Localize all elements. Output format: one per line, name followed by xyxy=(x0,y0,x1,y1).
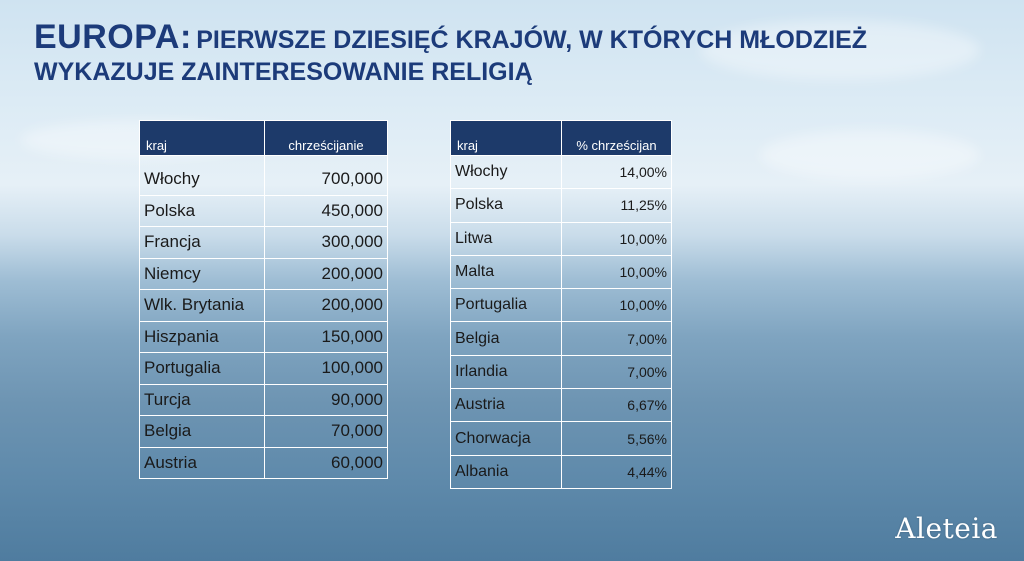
value-cell: 700,000 xyxy=(264,155,388,196)
country-cell: Chorwacja xyxy=(450,421,562,456)
value-cell: 10,00% xyxy=(561,221,672,256)
table-row: Irlandia 7,00% xyxy=(450,354,672,390)
country-cell: Niemcy xyxy=(139,257,265,290)
country-cell: Polska xyxy=(139,194,265,227)
table-body: Włochy 14,00% Polska 11,25% Litwa 10,00% Malta… xyxy=(450,154,672,489)
value-cell: 4,44% xyxy=(561,454,672,489)
column-header: kraj xyxy=(139,120,265,156)
page-title: EUROPA: PIERWSZE DZIESIĘĆ KRAJÓW, W KTÓR… xyxy=(34,20,867,85)
country-cell: Malta xyxy=(450,254,562,290)
country-cell: Irlandia xyxy=(450,354,562,390)
table-row: Austria 6,67% xyxy=(450,388,672,423)
value-cell: 300,000 xyxy=(264,226,388,259)
column-header: % chrześcijan xyxy=(561,120,672,156)
column-header: chrześcijanie xyxy=(264,120,388,156)
table-row: Litwa 10,00% xyxy=(450,221,672,256)
table-row: Hiszpania 150,000 xyxy=(139,320,388,353)
value-cell: 200,000 xyxy=(264,257,388,290)
value-cell: 14,00% xyxy=(561,154,672,190)
country-cell: Portugalia xyxy=(450,288,562,323)
table-row: Włochy 14,00% xyxy=(450,154,672,190)
value-cell: 90,000 xyxy=(264,383,388,416)
value-cell: 10,00% xyxy=(561,254,672,290)
value-cell: 10,00% xyxy=(561,288,672,323)
aleteia-logo: Aleteia xyxy=(895,512,998,545)
table-row: Polska 450,000 xyxy=(139,194,388,227)
value-cell: 150,000 xyxy=(264,320,388,353)
table-row: Polska 11,25% xyxy=(450,188,672,223)
table-row: Belgia 7,00% xyxy=(450,321,672,356)
value-cell: 5,56% xyxy=(561,421,672,456)
cloud xyxy=(700,20,980,80)
value-cell: 6,67% xyxy=(561,388,672,423)
table-row: Chorwacja 5,56% xyxy=(450,421,672,456)
table-row: Francja 300,000 xyxy=(139,226,388,259)
value-cell: 450,000 xyxy=(264,194,388,227)
country-cell: Turcja xyxy=(139,383,265,416)
table-row: Belgia 70,000 xyxy=(139,415,388,448)
country-cell: Albania xyxy=(450,454,562,489)
table-row: Malta 10,00% xyxy=(450,254,672,290)
country-cell: Francja xyxy=(139,226,265,259)
country-cell: Włochy xyxy=(139,155,265,196)
table-row: Wlk. Brytania 200,000 xyxy=(139,289,388,322)
column-header: kraj xyxy=(450,120,562,156)
cloud xyxy=(760,130,980,180)
value-cell: 100,000 xyxy=(264,352,388,385)
title-line2: WYKAZUJE ZAINTERESOWANIE RELIGIĄ xyxy=(34,58,533,86)
value-cell: 200,000 xyxy=(264,289,388,322)
table-row: Turcja 90,000 xyxy=(139,383,388,416)
country-cell: Litwa xyxy=(450,221,562,256)
christians-percent-table: kraj % chrześcijan Włochy 14,00% Polska 11,… xyxy=(450,120,672,489)
country-cell: Austria xyxy=(139,446,265,479)
table-row: Niemcy 200,000 xyxy=(139,257,388,290)
title-part2: PIERWSZE DZIESIĘĆ KRAJÓW, W KTÓRYCH MŁOD… xyxy=(196,26,868,54)
value-cell: 70,000 xyxy=(264,415,388,448)
country-cell: Austria xyxy=(450,388,562,423)
table-row: Włochy 700,000 xyxy=(139,155,388,196)
value-cell: 7,00% xyxy=(561,354,672,390)
christians-count-table: kraj chrześcijanie Włochy 700,000 Polska 45… xyxy=(139,120,388,479)
country-cell: Portugalia xyxy=(139,352,265,385)
country-cell: Polska xyxy=(450,188,562,223)
table-row: Portugalia 100,000 xyxy=(139,352,388,385)
country-cell: Włochy xyxy=(450,154,562,190)
value-cell: 11,25% xyxy=(561,188,672,223)
country-cell: Hiszpania xyxy=(139,320,265,353)
table-row: Portugalia 10,00% xyxy=(450,288,672,323)
value-cell: 7,00% xyxy=(561,321,672,356)
value-cell: 60,000 xyxy=(264,446,388,479)
table-body: Włochy 700,000 Polska 450,000 Francja 300,000… xyxy=(139,155,388,479)
table-row: Austria 60,000 xyxy=(139,446,388,479)
country-cell: Wlk. Brytania xyxy=(139,289,265,322)
country-cell: Belgia xyxy=(450,321,562,356)
table-row: Albania 4,44% xyxy=(450,454,672,489)
title-part1: EUROPA: xyxy=(34,18,192,56)
country-cell: Belgia xyxy=(139,415,265,448)
